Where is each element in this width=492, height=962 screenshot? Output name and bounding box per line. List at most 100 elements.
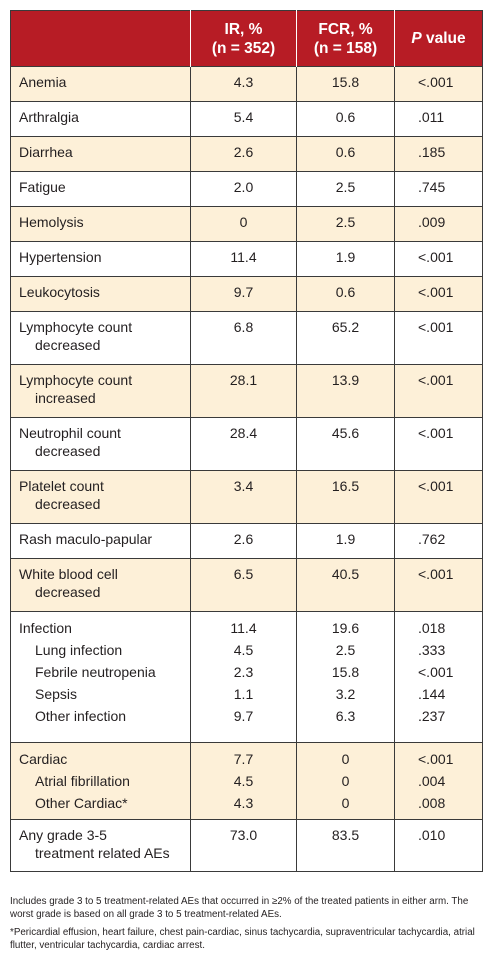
header-ir: IR, % (n = 352) (190, 10, 297, 67)
table-row: Platelet count decreased 3.4 16.5 <.001 (10, 470, 483, 524)
cardiac-fcr-value: 0 (341, 751, 350, 767)
infection-ae-label: Lung infection (35, 642, 123, 658)
table-row: Diarrhea 2.6 0.6.185 (10, 136, 483, 172)
ae-label-line1: Neutrophil count (19, 425, 121, 441)
infection-fcr-value: 3.2 (335, 686, 356, 702)
cardiac-group-row: Cardiac Atrial fibrillation Other Cardiac*… (10, 742, 483, 820)
fcr-value: 0.6 (296, 101, 395, 137)
cardiac-p-value: <.001 (418, 751, 454, 767)
ir-value: 4.3 (190, 66, 297, 102)
table-row: Lymphocyte count increased 28.1 13.9 <.001 (10, 364, 483, 418)
infection-ae-label: Sepsis (35, 686, 78, 702)
fcr-value: 0.6 (296, 136, 395, 172)
infection-fcr-value: 19.6 (331, 620, 360, 636)
ae-label-line1: Fatigue (19, 179, 66, 195)
ae-label-line2: decreased (35, 496, 101, 512)
ir-value: 5.4 (190, 101, 297, 137)
table-row: White blood cell decreased 6.5 40.5 <.001 (10, 558, 483, 612)
ae-label: Fatigue (10, 171, 191, 207)
ir-value: 11.4 4.5 2.3 1.1 9.7 (190, 611, 297, 743)
p-value: <.001 (394, 311, 483, 365)
ir-value: 0 (190, 206, 297, 242)
fcr-value: 65.2 (296, 311, 395, 365)
ae-label-line2: increased (35, 390, 96, 406)
ae-label: Rash maculo-papular (10, 523, 191, 559)
ae-label: Arthralgia (10, 101, 191, 137)
ir-value: 28.4 (190, 417, 297, 471)
infection-p-value: .018 (418, 620, 446, 636)
ir-value: 2.6 (190, 136, 297, 172)
ae-label: Anemia (10, 66, 191, 102)
infection-p-value: <.001 (418, 664, 454, 680)
table-row: Anemia 4.3 15.8 <.001 (10, 66, 483, 102)
fcr-value: 45.6 (296, 417, 395, 471)
p-value: <.001 (394, 364, 483, 418)
ir-value: 7.7 4.5 4.3 (190, 742, 297, 820)
ae-label: Any grade 3-5 treatment related AEs (10, 819, 191, 872)
infection-ae-label: Infection (19, 620, 72, 636)
table-row: Neutrophil count decreased 28.4 45.6 <.001 (10, 417, 483, 471)
header-fcr: FCR, % (n = 158) (296, 10, 395, 67)
infection-fcr-value: 2.5 (335, 642, 356, 658)
cardiac-ir-value: 7.7 (233, 751, 254, 767)
ae-label: Hypertension (10, 241, 191, 277)
ir-value: 9.7 (190, 276, 297, 312)
table-row: Lymphocyte count decreased 6.8 65.2 <.001 (10, 311, 483, 365)
fcr-value: 40.5 (296, 558, 395, 612)
fcr-value: 15.8 (296, 66, 395, 102)
ae-label-line1: White blood cell (19, 566, 118, 582)
ir-value: 6.5 (190, 558, 297, 612)
table-row: Leukocytosis 9.7 0.6 <.001 (10, 276, 483, 312)
cardiac-ae-label: Other Cardiac* (35, 795, 128, 811)
cardiac-ir-value: 4.5 (233, 773, 254, 789)
ae-label-line2: decreased (35, 337, 101, 353)
ae-label-line1: Anemia (19, 74, 67, 90)
ae-label-line2: treatment related AEs (35, 845, 170, 861)
ae-label: Infection Lung infection Febrile neutropen… (10, 611, 191, 743)
table-row: Arthralgia 5.4 0.6.011 (10, 101, 483, 137)
ae-label-line1: Hypertension (19, 249, 102, 265)
infection-group-row: Infection Lung infection Febrile neutropen… (10, 611, 483, 743)
p-value: .011 (394, 101, 483, 137)
fcr-value: 83.5 (296, 819, 395, 872)
ae-label-line1: Lymphocyte count (19, 372, 133, 388)
ae-label: White blood cell decreased (10, 558, 191, 612)
ae-label-line1: Diarrhea (19, 144, 73, 160)
ir-value: 2.6 (190, 523, 297, 559)
p-value: .762 (394, 523, 483, 559)
ae-label: Leukocytosis (10, 276, 191, 312)
p-value: <.001 .004 .008 (394, 742, 483, 820)
ae-label-line2: decreased (35, 443, 101, 459)
header-blank (11, 11, 191, 67)
infection-p-value: .144 (418, 686, 446, 702)
header-p-value: P value (394, 10, 483, 67)
ir-value: 6.8 (190, 311, 297, 365)
cardiac-p-value: .004 (418, 773, 446, 789)
ae-label: Platelet count decreased (10, 470, 191, 524)
fcr-value: 0 0 0 (296, 742, 395, 820)
table-row: Hypertension 11.4 1.9 <.001 (10, 241, 483, 277)
p-value: <.001 (394, 470, 483, 524)
ir-value: 11.4 (190, 241, 297, 277)
fcr-value: 2.5 (296, 171, 395, 207)
table-header-row: IR, % (n = 352) FCR, % (n = 158) P value (10, 10, 483, 67)
ir-value: 3.4 (190, 470, 297, 524)
infection-fcr-value: 15.8 (331, 664, 360, 680)
p-value: .745 (394, 171, 483, 207)
p-value: <.001 (394, 66, 483, 102)
infection-ae-label: Other infection (35, 708, 127, 724)
fcr-value: 13.9 (296, 364, 395, 418)
adverse-events-table: IR, % (n = 352) FCR, % (n = 158) P value A… (10, 10, 483, 872)
p-value: <.001 (394, 276, 483, 312)
cardiac-fcr-value: 0 (341, 773, 350, 789)
p-value: <.001 (394, 417, 483, 471)
ir-value: 28.1 (190, 364, 297, 418)
infection-ae-label: Febrile neutropenia (35, 664, 156, 680)
ae-label-line1: Platelet count (19, 478, 104, 494)
any-grade-row: Any grade 3-5 treatment related AEs 73.0 83… (10, 819, 483, 872)
note-inclusion: Includes grade 3 to 5 treatment-related … (10, 896, 469, 920)
fcr-value: 1.9 (296, 241, 395, 277)
p-value: .009 (394, 206, 483, 242)
table-row: Rash maculo-papular 2.6 1.9.762 (10, 523, 483, 559)
